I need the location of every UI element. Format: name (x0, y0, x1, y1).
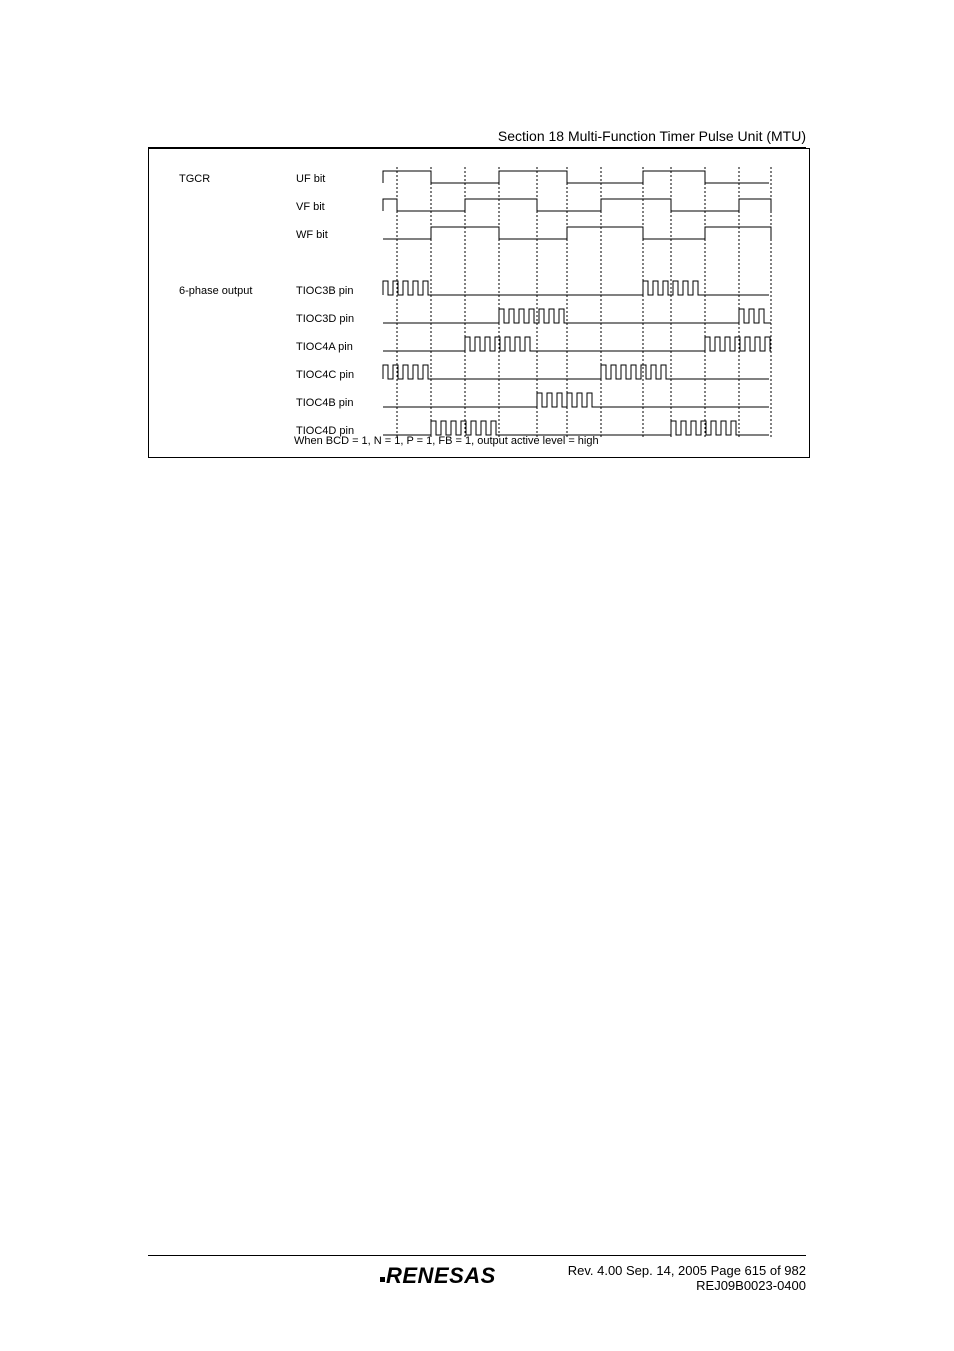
figure-caption: When BCD = 1, N = 1, P = 1, FB = 1, outp… (294, 435, 599, 447)
footer-doc-id: REJ09B0023-0400 (568, 1278, 806, 1293)
logo-text: RENESAS (386, 1263, 496, 1288)
header-section-title: Section 18 Multi-Function Timer Pulse Un… (148, 128, 806, 148)
footer-text: Rev. 4.00 Sep. 14, 2005 Page 615 of 982 … (568, 1263, 806, 1293)
footer-rule (148, 1255, 806, 1256)
renesas-logo: RENESAS (380, 1263, 496, 1289)
waveform-svg (149, 149, 809, 449)
timing-figure: TGCR 6-phase output UF bit VF bit WF bit… (148, 148, 810, 458)
footer-rev-line: Rev. 4.00 Sep. 14, 2005 Page 615 of 982 (568, 1263, 806, 1278)
